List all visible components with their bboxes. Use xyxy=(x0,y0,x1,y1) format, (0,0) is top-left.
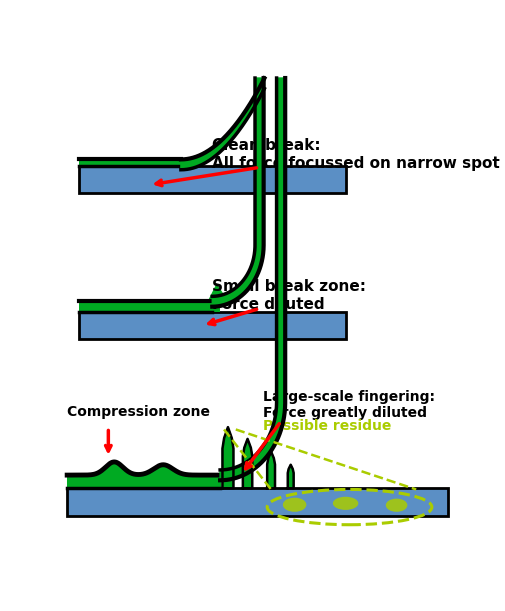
Polygon shape xyxy=(267,452,275,488)
Bar xyxy=(79,301,220,312)
Text: Small break zone:: Small break zone: xyxy=(212,279,366,295)
Bar xyxy=(79,166,345,193)
Polygon shape xyxy=(220,78,285,480)
Bar xyxy=(67,475,220,488)
Text: Force greatly diluted: Force greatly diluted xyxy=(263,406,426,420)
Text: Possible residue: Possible residue xyxy=(263,419,391,433)
Text: Large-scale fingering:: Large-scale fingering: xyxy=(263,390,434,404)
Bar xyxy=(79,312,345,339)
Polygon shape xyxy=(208,285,227,301)
Polygon shape xyxy=(242,439,252,488)
Polygon shape xyxy=(212,78,263,307)
Ellipse shape xyxy=(385,499,407,512)
Text: Clean break:: Clean break: xyxy=(212,138,320,153)
Text: All force focussed on narrow spot: All force focussed on narrow spot xyxy=(212,156,499,170)
Polygon shape xyxy=(181,78,264,170)
Bar xyxy=(79,159,188,166)
Polygon shape xyxy=(222,427,233,488)
Text: Force diluted: Force diluted xyxy=(212,297,324,312)
Bar xyxy=(67,488,447,516)
Ellipse shape xyxy=(332,497,358,510)
Polygon shape xyxy=(287,465,293,488)
Text: Compression zone: Compression zone xyxy=(67,405,210,419)
Ellipse shape xyxy=(282,498,306,512)
